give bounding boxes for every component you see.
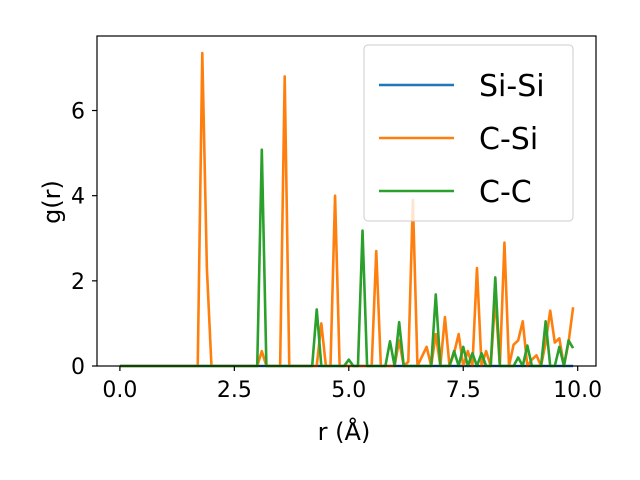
legend-label-c-c: C-C: [479, 175, 532, 210]
y-axis-label: g(r): [38, 180, 66, 224]
x-tick-label: 2.5: [217, 378, 252, 403]
y-tick-label: 0: [71, 355, 85, 380]
legend-box: [363, 44, 574, 222]
x-tick-label: 0.0: [102, 378, 137, 403]
legend-label-c-si: C-Si: [479, 122, 538, 157]
y-tick-label: 6: [71, 100, 85, 125]
y-tick-label: 4: [71, 185, 85, 210]
x-tick-label: 5.0: [331, 378, 366, 403]
x-axis-label: r (Å): [318, 417, 371, 446]
x-tick-label: 7.5: [446, 378, 481, 403]
ticks: 0.0 2.5 5.0 7.5 10.0 0 2 4 6: [71, 100, 602, 403]
axes: [96, 35, 597, 367]
x-tick-label: 10.0: [553, 378, 602, 403]
legend: Si-Si C-Si C-C: [363, 44, 574, 222]
plot-frame: [96, 35, 597, 367]
legend-label-si-si: Si-Si: [479, 69, 545, 104]
y-tick-label: 2: [71, 270, 85, 295]
